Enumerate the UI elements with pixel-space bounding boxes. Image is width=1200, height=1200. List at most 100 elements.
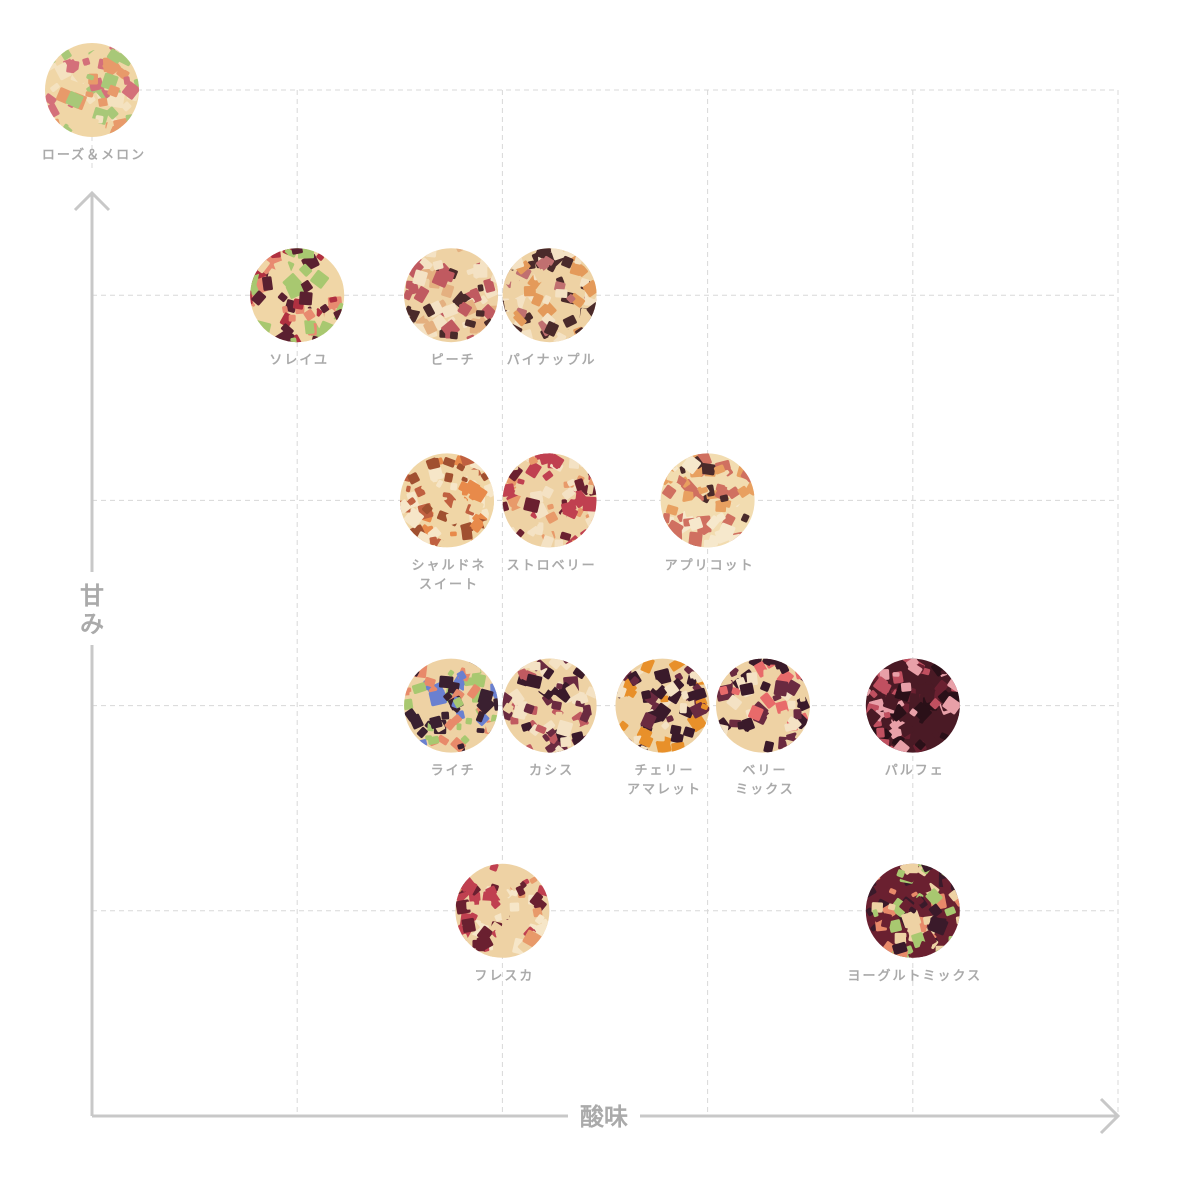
tea-piece [793,709,802,720]
tea-piece [574,478,586,491]
tea-piece [766,713,774,721]
tea-piece [706,515,721,530]
tea-piece [523,285,536,297]
tea-piece [665,504,679,516]
tea-piece [865,951,875,958]
tea-piece [581,453,591,458]
point-label-line: パルフェ [885,764,945,779]
tea-piece [688,516,704,531]
tea-piece [49,43,56,47]
tea-piece [128,121,137,129]
tea-piece [254,257,270,274]
tea-piece [722,658,735,670]
tea-piece [528,457,538,465]
tea-piece [428,689,447,707]
tea-blend-point: ベリーミックス [716,658,811,798]
tea-piece [587,484,594,495]
tea-piece [494,338,499,343]
tea-piece [129,123,139,137]
tea-piece [555,711,563,722]
point-label-line: ベリー [742,764,787,779]
tea-piece [509,460,518,467]
point-label-line: ミックス [735,783,795,798]
tea-piece [687,711,707,733]
tea-piece [652,702,671,722]
tea-piece [502,702,514,714]
tea-piece [409,691,419,701]
tea-piece [706,484,715,497]
tea-piece [671,529,683,541]
tea-piece [464,660,481,675]
tea-piece [477,284,484,292]
tea-piece [661,721,670,730]
tea-piece [482,531,494,544]
tea-piece [250,290,253,305]
y-axis-label-char: 甘 [80,582,104,610]
tea-piece [460,735,470,745]
point-label: ヨーグルトミックス [847,968,982,984]
tea-piece [98,97,108,107]
tea-piece [876,727,885,738]
tea-piece [399,527,409,538]
tea-piece [697,730,704,738]
tea-piece [545,743,556,753]
tea-piece [664,681,680,697]
tea-piece [692,738,707,753]
tea-piece [476,745,492,753]
tea-piece [700,463,716,476]
tea-piece [586,453,597,464]
tea-piece [496,888,510,902]
tea-piece [641,690,652,700]
tea-piece [505,664,513,671]
tea-blend-point: パイナップル [502,248,597,368]
tea-piece [896,869,906,878]
tea-piece [479,295,488,305]
tea-piece [535,914,545,925]
tea-piece [571,711,589,730]
tea-piece [524,863,532,870]
tea-piece [290,337,297,343]
tea-piece [472,939,486,952]
tea-piece [894,932,907,944]
tea-piece [438,675,454,689]
tea-piece [123,43,131,51]
tea-blend-point: ソレイユ [250,248,345,368]
tea-blend-point: カシス [502,658,597,779]
point-label: ソレイユ [269,353,329,368]
tea-piece [718,522,736,539]
tea-piece [532,863,547,877]
tea-piece [669,660,681,672]
tea-piece [588,321,597,335]
tea-piece [85,91,94,98]
tea-piece [784,721,798,732]
tea-piece [404,321,414,336]
tea-piece [282,305,289,314]
tea-piece [116,67,126,78]
tea-piece [405,280,415,290]
point-label-line: シャルドネ [411,558,486,573]
tea-piece [404,251,411,266]
tea-piece [473,264,488,278]
point-label: ライチ [431,764,476,779]
tea-piece [404,453,415,458]
tea-piece [401,540,414,548]
tea-piece [657,734,665,742]
tea-piece [253,320,272,339]
tea-piece [495,928,504,938]
tea-piece [760,681,771,692]
tea-piece [466,901,475,910]
tea-piece [671,709,680,718]
tea-piece [120,69,130,81]
tea-piece [431,494,442,507]
tea-piece [250,319,260,332]
tea-piece [429,293,437,302]
tea-piece [457,302,472,317]
tea-piece [251,324,257,331]
tea-piece [537,301,557,320]
point-label: ストロベリー [507,558,597,573]
tea-piece [914,739,926,751]
tea-piece [540,944,549,953]
tea-piece [585,539,596,548]
tea-piece [911,891,918,898]
